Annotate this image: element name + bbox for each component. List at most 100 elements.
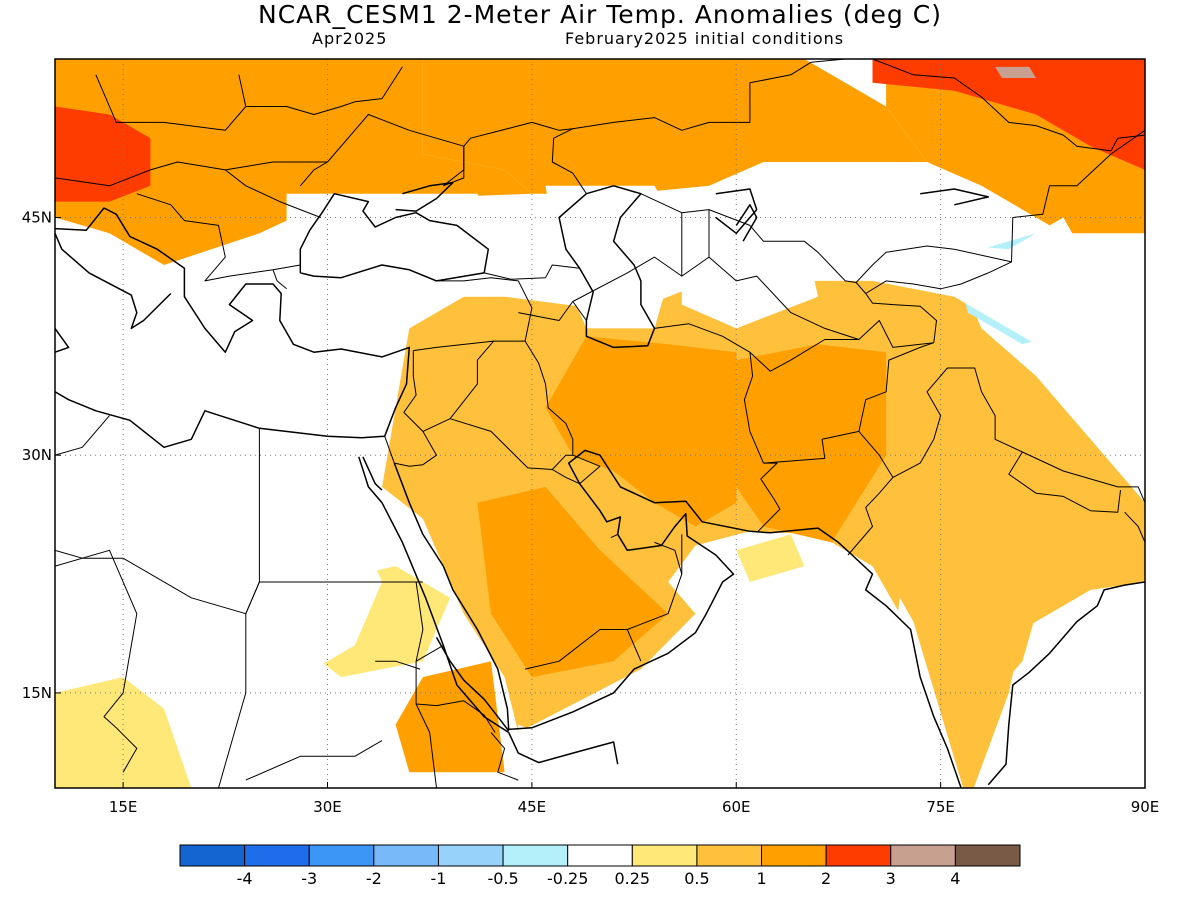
initial-conditions: February2025 initial conditions bbox=[565, 29, 845, 48]
anomaly-region-18 bbox=[286, 193, 505, 281]
anomaly-region-21 bbox=[818, 217, 1145, 345]
border-line-58 bbox=[640, 193, 683, 214]
anomaly-region-5 bbox=[995, 66, 1036, 78]
legend-swatch-8 bbox=[696, 844, 763, 867]
lake-line-14 bbox=[735, 204, 758, 242]
border-line-39 bbox=[245, 740, 383, 781]
border-line-52 bbox=[892, 367, 1145, 503]
coast-line-7 bbox=[358, 456, 510, 734]
anomaly-region-26 bbox=[518, 724, 669, 773]
tick-label-lat-15N: 15N bbox=[22, 684, 52, 702]
border-line-24 bbox=[403, 340, 495, 432]
coast-line-2 bbox=[55, 233, 172, 330]
border-line-18 bbox=[224, 169, 321, 218]
border-line-17 bbox=[95, 74, 247, 131]
legend-swatch-3 bbox=[373, 844, 439, 867]
legend-label-0: -4 bbox=[237, 869, 253, 888]
anomaly-region-1 bbox=[422, 59, 927, 194]
legend-swatch-4 bbox=[437, 844, 504, 867]
anomaly-region-4 bbox=[55, 106, 151, 202]
legend-label-5: -0.25 bbox=[547, 869, 588, 888]
map-frame bbox=[54, 58, 1146, 789]
border-line-64 bbox=[463, 121, 573, 147]
border-line-26 bbox=[449, 418, 573, 470]
coast-line-10 bbox=[508, 449, 963, 788]
border-line-47 bbox=[572, 256, 934, 348]
coast-line-6 bbox=[715, 188, 758, 235]
coast-line-11 bbox=[987, 581, 1145, 786]
anomaly-region-19 bbox=[545, 185, 682, 329]
legend-swatch-12 bbox=[954, 844, 1021, 867]
coast-line-9 bbox=[393, 462, 510, 730]
tick-label-lat-45N: 45N bbox=[22, 208, 52, 226]
legend-swatch-7 bbox=[631, 844, 698, 867]
border-line-51 bbox=[847, 431, 894, 556]
legend-swatch-9 bbox=[761, 844, 827, 867]
border-line-25 bbox=[403, 350, 417, 413]
border-line-27 bbox=[524, 340, 574, 456]
anomaly-region-10 bbox=[395, 661, 505, 773]
coast-line-4 bbox=[395, 181, 454, 212]
map-outlines bbox=[55, 59, 1145, 788]
tick-label-lon-75E: 75E bbox=[926, 798, 955, 816]
border-line-44 bbox=[610, 533, 618, 539]
coast-line-3 bbox=[299, 192, 490, 282]
legend-swatch-11 bbox=[890, 844, 956, 867]
legend-swatch-6 bbox=[567, 844, 633, 867]
anomaly-region-8 bbox=[736, 344, 887, 543]
border-line-37 bbox=[415, 644, 444, 662]
legend-label-1: -3 bbox=[301, 869, 317, 888]
tick-label-lon-15E: 15E bbox=[109, 798, 138, 816]
latitude-ticks: 45N 30N 15N bbox=[22, 208, 61, 702]
color-legend: -4 -3 -2 -1 -0.5 -0.25 0.25 0.5 1 2 3 4 bbox=[179, 844, 1021, 888]
border-line-66 bbox=[245, 98, 383, 115]
border-line-49 bbox=[749, 339, 859, 372]
border-line-48 bbox=[654, 323, 781, 532]
border-line-63 bbox=[442, 146, 465, 187]
border-line-57 bbox=[681, 209, 710, 277]
coast-line-0 bbox=[55, 207, 411, 449]
border-line-21 bbox=[409, 269, 533, 352]
border-line-53 bbox=[1008, 451, 1121, 513]
border-line-20 bbox=[272, 269, 287, 290]
legend-label-8: 1 bbox=[756, 869, 766, 888]
coast-line-8 bbox=[362, 456, 383, 491]
border-line-55 bbox=[865, 129, 1145, 343]
coast-line-5 bbox=[558, 185, 656, 349]
legend-label-3: -1 bbox=[430, 869, 446, 888]
anomaly-region-23 bbox=[55, 344, 396, 543]
anomaly-region-3 bbox=[872, 59, 1145, 170]
tick-label-lon-45E: 45E bbox=[518, 798, 547, 816]
legend-label-6: 0.25 bbox=[614, 869, 650, 888]
anomaly-region-24 bbox=[191, 502, 382, 693]
coast-line-1 bbox=[55, 327, 70, 353]
tick-label-lon-30E: 30E bbox=[313, 798, 342, 816]
border-line-34 bbox=[55, 549, 138, 773]
border-line-36 bbox=[416, 700, 496, 733]
border-line-45 bbox=[552, 469, 580, 485]
legend-label-9: 2 bbox=[821, 869, 831, 888]
border-line-65 bbox=[299, 161, 328, 187]
legend-label-2: -2 bbox=[366, 869, 382, 888]
border-line-41 bbox=[524, 629, 642, 670]
anomaly-regions bbox=[55, 59, 1145, 788]
legend-swatch-2 bbox=[308, 844, 375, 867]
border-line-59 bbox=[708, 209, 857, 283]
anomaly-region-11 bbox=[899, 510, 1036, 709]
legend-swatch-1 bbox=[244, 844, 310, 867]
border-line-62 bbox=[1110, 134, 1145, 152]
anomaly-region-7 bbox=[545, 336, 737, 527]
border-line-46 bbox=[572, 454, 601, 485]
legend-swatch-5 bbox=[502, 844, 569, 867]
border-line-60 bbox=[551, 59, 846, 194]
border-line-29 bbox=[384, 436, 395, 464]
lake-line-15 bbox=[920, 188, 990, 206]
border-line-22 bbox=[484, 264, 580, 280]
tick-label-lon-90E: 90E bbox=[1131, 798, 1160, 816]
forecast-month: Apr2025 bbox=[312, 29, 388, 48]
border-line-54 bbox=[1124, 511, 1145, 543]
longitude-ticks: 15E 30E 45E 60E 75E 90E bbox=[109, 782, 1159, 816]
border-line-50 bbox=[763, 342, 934, 464]
